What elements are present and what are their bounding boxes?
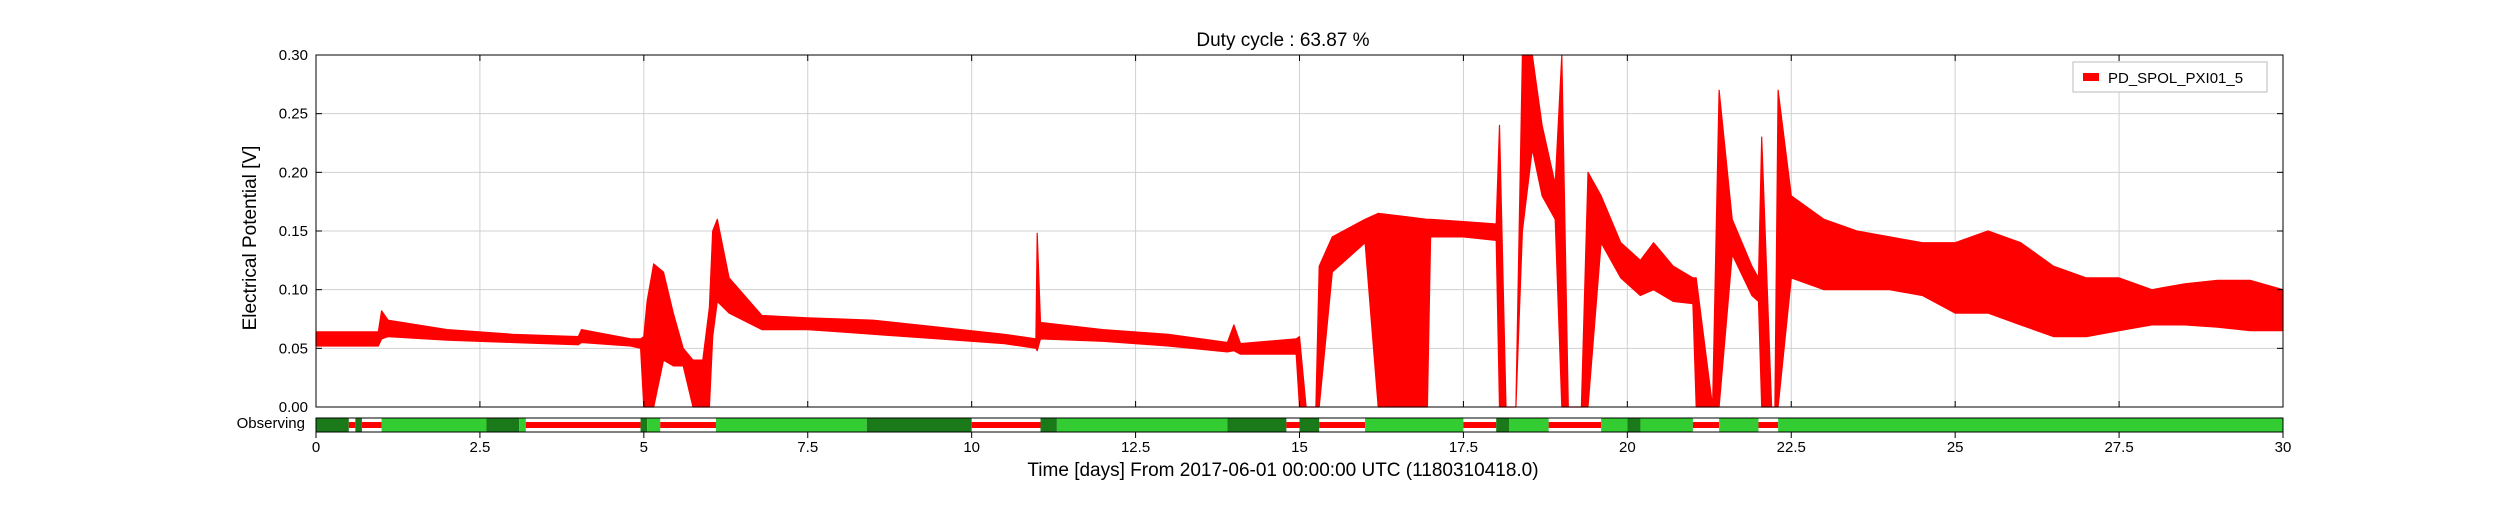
state-segment bbox=[1627, 418, 1641, 432]
x-tick-label: 20 bbox=[1619, 439, 1636, 456]
state-segment bbox=[1719, 418, 1759, 432]
state-segment bbox=[355, 418, 362, 432]
x-tick-label: 15 bbox=[1291, 439, 1308, 456]
x-tick-label: 10 bbox=[963, 439, 980, 456]
state-segment bbox=[1286, 422, 1300, 428]
state-segment bbox=[660, 422, 716, 428]
legend-label: PD_SPOL_PXI01_5 bbox=[2108, 70, 2243, 87]
state-segment bbox=[1509, 418, 1549, 432]
x-tick-label: 0 bbox=[312, 439, 320, 456]
state-segment bbox=[525, 422, 641, 428]
state-segment bbox=[1056, 418, 1228, 432]
state-segment bbox=[1692, 422, 1720, 428]
chart-title: Duty cycle : 63.87 % bbox=[1196, 30, 1369, 51]
x-tick-label: 12.5 bbox=[1121, 439, 1150, 456]
y-tick-label: 0.20 bbox=[279, 164, 308, 181]
y-tick-label: 0.05 bbox=[279, 340, 308, 357]
x-tick-label: 7.5 bbox=[797, 439, 818, 456]
legend: PD_SPOL_PXI01_5 bbox=[2072, 61, 2268, 93]
state-segment bbox=[640, 418, 648, 432]
legend-box bbox=[2072, 61, 2268, 93]
state-segment bbox=[519, 418, 526, 432]
state-segment bbox=[1548, 422, 1602, 428]
x-tick-label: 2.5 bbox=[469, 439, 490, 456]
x-tick-label: 17.5 bbox=[1449, 439, 1478, 456]
state-segment bbox=[1319, 422, 1366, 428]
y-tick-label: 0.15 bbox=[279, 223, 308, 240]
state-segment bbox=[316, 418, 349, 432]
x-tick-label: 22.5 bbox=[1777, 439, 1806, 456]
y-axis-label: Electrical Potential [V] bbox=[240, 146, 261, 331]
state-segment bbox=[1496, 418, 1510, 432]
state-segment bbox=[971, 422, 1041, 428]
x-tick-label: 5 bbox=[640, 439, 648, 456]
state-segment bbox=[1758, 422, 1779, 428]
state-segment bbox=[1040, 418, 1057, 432]
y-tick-label: 0.10 bbox=[279, 282, 308, 299]
y-tick-label: 0.30 bbox=[279, 47, 308, 64]
state-bar-label: Observing bbox=[237, 415, 305, 432]
state-segment bbox=[381, 418, 487, 432]
state-segment bbox=[1463, 422, 1497, 428]
state-segment bbox=[486, 418, 520, 432]
state-segment bbox=[647, 418, 661, 432]
y-tick-label: 0.00 bbox=[279, 399, 308, 416]
x-axis-label: Time [days] From 2017-06-01 00:00:00 UTC… bbox=[1027, 460, 1538, 481]
state-segment bbox=[1299, 418, 1320, 432]
state-segment bbox=[1227, 418, 1287, 432]
y-tick-label: 0.25 bbox=[279, 106, 308, 123]
legend-swatch bbox=[2083, 73, 2099, 81]
state-segment bbox=[1365, 418, 1464, 432]
state-segment bbox=[361, 422, 382, 428]
x-tick-label: 30 bbox=[2275, 439, 2292, 456]
axis-layer: 0.00 0.05 0.10 0.15 0.20 0.25 0.30 0 2.5 5 7.5 10 12… bbox=[279, 47, 2292, 456]
state-segment bbox=[348, 422, 356, 428]
state-bar bbox=[315, 417, 2284, 433]
state-segment bbox=[1640, 418, 1693, 432]
state-segment bbox=[1601, 418, 1628, 432]
x-tick-label: 25 bbox=[1947, 439, 1964, 456]
x-tick-label: 27.5 bbox=[2104, 439, 2133, 456]
state-segment bbox=[715, 418, 867, 432]
state-segment bbox=[1778, 418, 2283, 432]
state-segment bbox=[866, 418, 972, 432]
